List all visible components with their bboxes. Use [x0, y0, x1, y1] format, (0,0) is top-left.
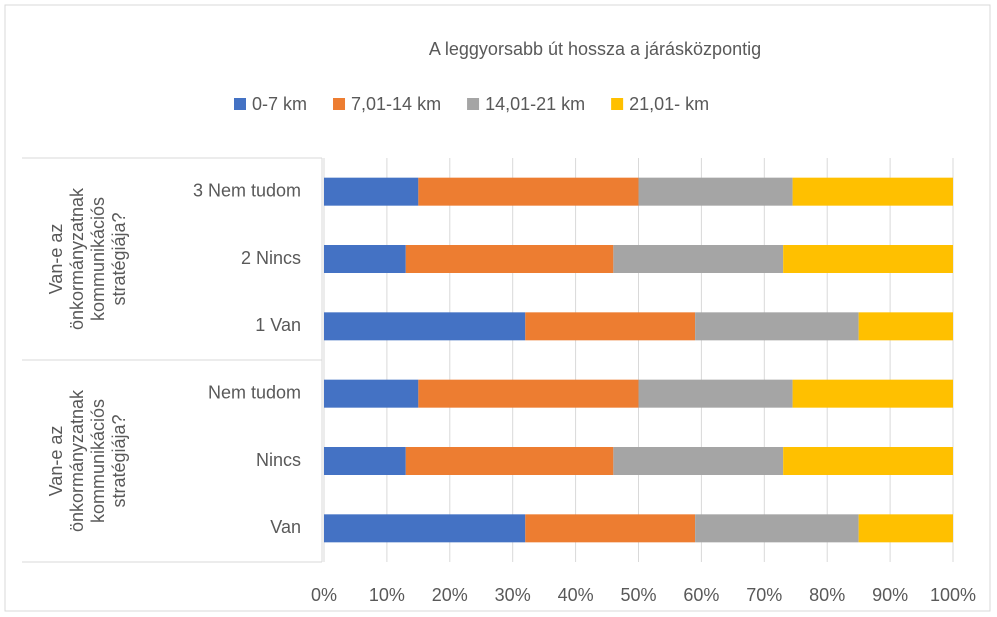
y-tick-label: Nem tudom [208, 382, 301, 402]
bar-segment [638, 379, 793, 408]
bar-segment [324, 177, 419, 206]
legend-label: 0-7 km [252, 94, 307, 114]
legend-swatch [333, 98, 346, 110]
bar-segment [638, 177, 793, 206]
y-tick-label: Nincs [256, 450, 301, 470]
x-tick-label: 10% [369, 585, 405, 605]
x-tick-label: 60% [683, 585, 719, 605]
x-tick-label: 30% [495, 585, 531, 605]
group-label: Van-e az önkormányzatnak kommunikációs s… [46, 389, 129, 533]
bar-segment [324, 447, 406, 475]
bar-segment [324, 514, 526, 543]
legend-swatch [611, 98, 624, 110]
legend-label: 14,01-21 km [485, 94, 585, 114]
bar-segment [695, 514, 859, 543]
bar-segment [858, 312, 953, 341]
x-tick-label: 40% [558, 585, 594, 605]
bar-segment [418, 177, 639, 206]
x-tick-label: 80% [809, 585, 845, 605]
bar-segment [783, 447, 953, 475]
bar-segment [405, 245, 614, 273]
bar-segment [613, 245, 784, 273]
bar-segment [695, 312, 859, 341]
y-tick-label: 1 Van [255, 315, 301, 335]
y-tick-label: 3 Nem tudom [193, 180, 301, 200]
y-tick-label: 2 Nincs [241, 248, 301, 268]
bar-segment [783, 245, 953, 273]
bar-segment [324, 312, 526, 341]
legend-label: 7,01-14 km [351, 94, 441, 114]
bar-segment [324, 245, 406, 273]
x-tick-label: 20% [432, 585, 468, 605]
bar-segment [792, 379, 953, 408]
bar-segment [525, 312, 696, 341]
legend-swatch [234, 98, 246, 110]
x-tick-label: 50% [620, 585, 656, 605]
bar-segment [525, 514, 696, 543]
legend-swatch [467, 98, 480, 110]
bar-segment [418, 379, 639, 408]
bar-segment [613, 447, 784, 475]
bar-segment [858, 514, 953, 543]
x-tick-label: 90% [872, 585, 908, 605]
chart-border [4, 4, 991, 612]
bar-segment [324, 379, 419, 408]
chart-title: A leggyorsabb út hossza a járásközpontig [429, 39, 761, 59]
y-tick-label: Van [270, 517, 301, 537]
x-tick-label: 70% [746, 585, 782, 605]
legend-label: 21,01- km [629, 94, 709, 114]
x-tick-label: 0% [311, 585, 337, 605]
group-label: Van-e az önkormányzatnak kommunikációs s… [46, 187, 129, 331]
x-tick-label: 100% [930, 585, 976, 605]
bar-segment [405, 447, 614, 475]
bar-segment [792, 177, 953, 206]
